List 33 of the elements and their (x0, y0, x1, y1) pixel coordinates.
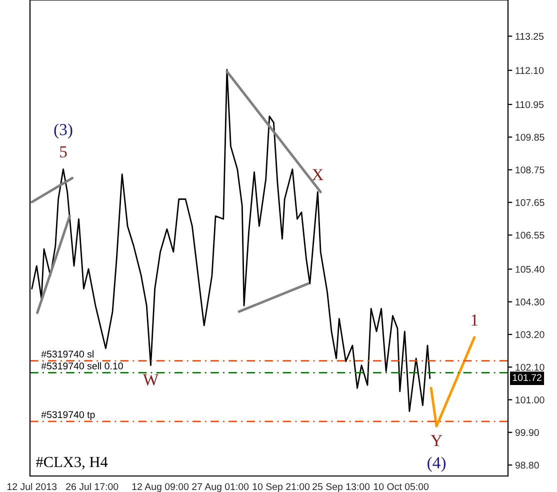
y-tick-label: 110.95 (516, 101, 544, 108)
y-tick-label: 107.65 (516, 199, 544, 206)
y-tick-label: 105.40 (516, 266, 544, 273)
x-tick-label: 12 Jul 2013 (7, 482, 57, 490)
annotation: 1 (472, 314, 478, 326)
x-tick-label: 25 Sep 13:00 (312, 483, 370, 492)
x-tick-label: 12 Aug 09:00 (132, 483, 189, 492)
y-tick-label: 106.55 (516, 232, 544, 239)
y-tick-label: 99.90 (515, 429, 539, 436)
y-tick-label: 103.20 (516, 331, 544, 338)
annotation: 5 (60, 146, 67, 158)
x-tick-label: 10 Sep 21:00 (252, 483, 310, 492)
x-tick-label: 26 Jul 17:00 (66, 482, 118, 490)
y-tick-label: 108.75 (516, 166, 544, 174)
annotation: X (312, 169, 324, 180)
y-tick-label: 113.25 (516, 32, 544, 40)
annotation: Y (430, 435, 442, 446)
y-tick-label: 98.80 (515, 462, 539, 469)
x-tick-label: 10 Oct 05:00 (374, 483, 429, 490)
y-tick-label: 112.10 (516, 67, 544, 74)
annotation: W (142, 374, 159, 386)
ref-line-label: #5319740 sell 0.10 (41, 362, 123, 370)
ref-line-label: #5319740 sl (41, 350, 94, 358)
y-tick-label: 101.00 (516, 396, 544, 404)
annotation: #CLX3, H4 (36, 456, 108, 470)
annotation: 101.72 (512, 374, 542, 381)
annotation: (3) (54, 123, 72, 139)
y-tick-label: 109.85 (516, 134, 544, 141)
y-tick-label: 102.10 (516, 364, 544, 371)
annotation: (4) (428, 456, 446, 472)
ref-line-label: #5319740 tp (41, 411, 95, 420)
x-tick-label: 27 Aug 01:00 (192, 483, 249, 492)
y-tick-label: 104.30 (516, 298, 544, 306)
